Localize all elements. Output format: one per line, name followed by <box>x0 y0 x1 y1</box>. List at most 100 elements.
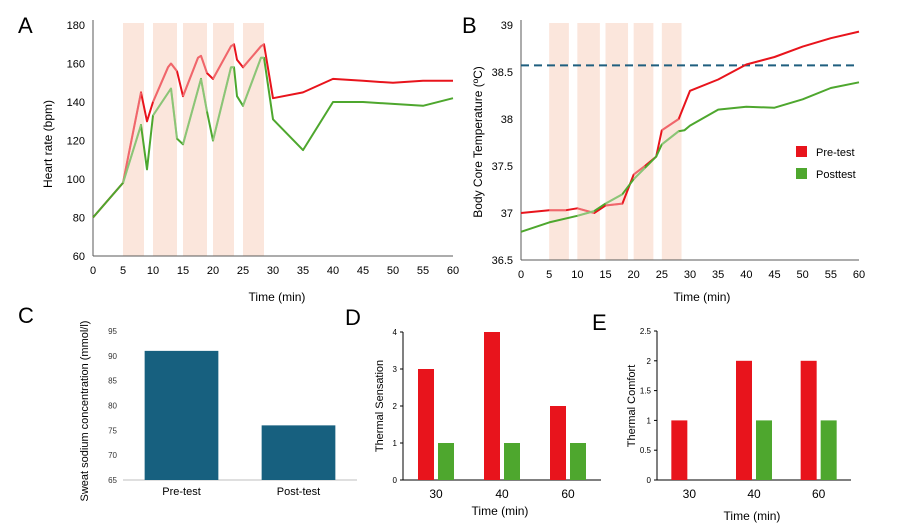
panel-e-bar-pre-60 <box>800 360 817 480</box>
panel-d-category-label: 30 <box>429 487 443 501</box>
panel-e-y-tick-label: 0 <box>647 476 652 485</box>
panel-b-series-fade-post-5 <box>661 130 680 146</box>
panel-c-y-tick-label: 85 <box>108 377 117 386</box>
panel-letter-d: D <box>345 305 361 330</box>
panel-a-series-line-post <box>92 56 454 219</box>
panel-b-y-tick-label: 37 <box>501 208 513 220</box>
panel-a-series-fade-pre-5 <box>242 43 265 68</box>
panel-a-exercise-block-3 <box>183 23 207 256</box>
panel-b-exercise-block-2 <box>577 23 600 260</box>
panel-b-series-fade-pre-3 <box>605 202 623 207</box>
panel-a-y-tick-label: 60 <box>73 251 85 263</box>
panel-b-y-tick-label: 38.5 <box>492 67 513 79</box>
panel-d-bar-post-30 <box>438 443 454 480</box>
panel-a-x-tick-label: 15 <box>177 265 189 277</box>
panel-a-x-tick-label: 5 <box>120 265 126 277</box>
panel-e-category-label: 30 <box>683 487 697 501</box>
panel-b-series-fade-post-2 <box>577 210 595 217</box>
panel-c-category-label: Pre-test <box>162 486 201 498</box>
panel-a-y-tick-label: 120 <box>67 136 85 148</box>
panel-a-x-tick-label: 35 <box>297 265 309 277</box>
panel-e-category-label: 40 <box>747 487 761 501</box>
panel-e-y-tick-label: 0.5 <box>640 446 652 455</box>
panel-a-y-tick-label: 160 <box>67 59 85 71</box>
panel-letter-a: A <box>18 13 33 38</box>
panel-a-exercise-block-5 <box>243 23 264 256</box>
panel-d-x-axis-title: Time (min) <box>472 504 529 518</box>
panel-b-x-tick-label: 0 <box>518 269 524 281</box>
panel-a-x-tick-label: 0 <box>90 265 96 277</box>
panel-d-category-label: 60 <box>561 487 575 501</box>
panel-d-bar-pre-40 <box>484 332 500 480</box>
panel-e-y-tick-label: 1 <box>647 416 652 425</box>
panel-b-x-tick-label: 5 <box>546 269 552 281</box>
panel-e-y-axis-title: Thermal Comfort <box>626 365 638 448</box>
panel-e-y-tick-label: 2 <box>647 357 652 366</box>
panel-b-x-tick-label: 50 <box>797 269 809 281</box>
panel-d-bar-post-60 <box>570 443 586 480</box>
panel-a-series-fade-pre-2 <box>152 61 178 103</box>
panel-e-x-axis-title: Time (min) <box>724 509 781 523</box>
panel-e-bar-pre-30 <box>671 420 688 480</box>
panel-b-y-axis-title: Body Core Temperature (ºC) <box>471 66 485 218</box>
panel-b-exercise-block-4 <box>633 23 654 260</box>
panel-a-x-tick-label: 40 <box>327 265 339 277</box>
panel-a-x-tick-label: 55 <box>417 265 429 277</box>
panel-c-y-axis-title: Sweat sodium concentration (mmol/l) <box>79 321 91 502</box>
panel-c-y-tick-label: 90 <box>108 352 117 361</box>
panel-e-category-label: 60 <box>812 487 826 501</box>
legend-label-posttest: Posttest <box>816 169 856 181</box>
panel-a-x-tick-label: 25 <box>237 265 249 277</box>
panel-b-y-tick-label: 39 <box>501 20 513 32</box>
panel-a-series-fade-pre-3 <box>182 54 208 97</box>
panel-a-series-fade-post-1 <box>122 124 142 184</box>
panel-a-exercise-block-1 <box>123 23 144 256</box>
panel-b-x-tick-label: 55 <box>825 269 837 281</box>
panel-b-x-tick-label: 45 <box>768 269 780 281</box>
panel-d-y-tick-label: 1 <box>393 439 398 448</box>
panel-d-y-tick-label: 2 <box>393 402 398 411</box>
panel-e-y-tick-label: 2.5 <box>640 327 652 336</box>
panel-e-y-tick-label: 1.5 <box>640 387 652 396</box>
panel-a-series-fade-post-4 <box>212 66 234 141</box>
panel-a-series-line-pre <box>92 43 453 219</box>
panel-b-x-axis-title: Time (min) <box>674 290 731 304</box>
panel-c-y-tick-label: 80 <box>108 402 117 411</box>
panel-b-exercise-block-3 <box>605 23 629 260</box>
panel-a-y-tick-label: 140 <box>67 97 85 109</box>
panel-b-x-tick-label: 30 <box>684 269 696 281</box>
legend-swatch-pre-test <box>796 146 807 157</box>
legend-label-pre-test: Pre-test <box>816 147 855 159</box>
panel-a-x-tick-label: 20 <box>207 265 219 277</box>
panel-c-category-label: Post-test <box>277 486 320 498</box>
panel-a-y-tick-label: 100 <box>67 174 85 186</box>
panel-letter-e: E <box>592 310 607 335</box>
panel-a-series-fade-pre-1 <box>122 92 142 184</box>
panel-b-series-fade-pre-4 <box>633 165 646 176</box>
panel-a-series-fade-post-3 <box>182 78 208 145</box>
panel-c-y-tick-label: 95 <box>108 327 117 336</box>
panel-b-x-tick-label: 10 <box>571 269 583 281</box>
panel-d-y-tick-label: 3 <box>393 365 398 374</box>
panel-b-y-tick-label: 37.5 <box>492 161 513 173</box>
panel-a-series-fade-post-5 <box>242 56 264 107</box>
panel-letter-c: C <box>18 303 34 328</box>
panel-b-x-tick-label: 60 <box>853 269 865 281</box>
panel-letter-b: B <box>462 13 477 38</box>
panel-b-exercise-block-5 <box>661 23 682 260</box>
panel-c-y-tick-label: 65 <box>108 476 117 485</box>
panel-a-series-fade-post-2 <box>152 85 178 139</box>
panel-c-y-tick-label: 70 <box>108 451 117 460</box>
panel-b-x-tick-label: 40 <box>740 269 752 281</box>
panel-b-series-fade-pre-5 <box>661 118 680 132</box>
legend-swatch-posttest <box>796 168 807 179</box>
panel-a-y-tick-label: 80 <box>73 213 85 225</box>
panel-b-series-line-post <box>520 81 860 233</box>
panel-c-y-tick-label: 75 <box>108 426 117 435</box>
panel-a-x-axis-title: Time (min) <box>249 290 306 304</box>
panel-b-x-tick-label: 35 <box>712 269 724 281</box>
panel-d-y-tick-label: 0 <box>393 476 398 485</box>
panel-b-x-tick-label: 20 <box>628 269 640 281</box>
panel-d-bar-pre-60 <box>550 406 566 480</box>
